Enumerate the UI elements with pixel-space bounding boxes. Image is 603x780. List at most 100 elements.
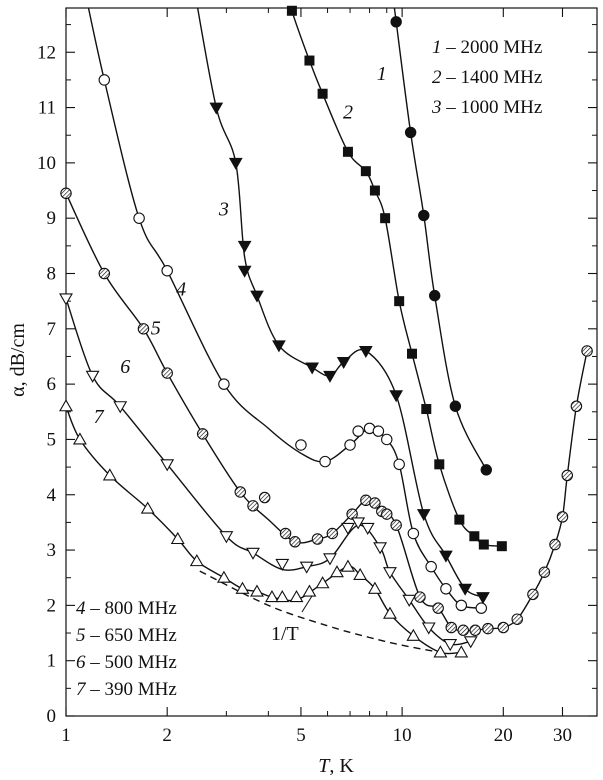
data-point-s5-32 — [581, 345, 593, 357]
data-point-s7-18 — [383, 606, 397, 619]
x-tick-label-30: 30 — [553, 725, 572, 746]
y-tick-label-7: 7 — [47, 319, 57, 340]
series-markers — [59, 5, 593, 658]
data-point-s6-9 — [341, 522, 355, 536]
y-tick-label-1: 1 — [47, 651, 57, 672]
data-point-s6-2 — [113, 401, 128, 414]
legend-4-text: – 800 MHz — [86, 598, 177, 619]
data-point-s7-10 — [275, 589, 290, 603]
data-point-s6-16 — [443, 639, 458, 652]
legend-5: 5 – 650 MHz — [76, 625, 177, 646]
data-point-s4-12 — [407, 527, 420, 540]
reference-curve — [199, 570, 441, 654]
y-tick-label-3: 3 — [47, 540, 57, 561]
data-point-s3-8 — [336, 357, 351, 370]
legend-6: 6 – 500 MHz — [76, 652, 177, 673]
legend-1: 1 – 2000 MHz — [432, 37, 542, 58]
data-point-s2-11 — [454, 514, 465, 525]
data-point-s4-0 — [98, 74, 111, 86]
data-point-s7-7 — [235, 581, 250, 594]
data-point-s5-19 — [432, 602, 444, 614]
y-tick-label-2: 2 — [47, 595, 57, 616]
reference-curve-1-over-t — [199, 570, 441, 654]
data-point-s5-2 — [137, 323, 150, 335]
data-point-s7-2 — [102, 468, 117, 481]
series-line-2 — [290, 8, 502, 547]
data-point-s2-0 — [286, 5, 297, 16]
x-axis-title-unit: , K — [329, 755, 354, 777]
data-point-s3-14 — [476, 592, 490, 605]
data-point-s4-7 — [352, 425, 364, 437]
data-point-s2-10 — [434, 459, 445, 470]
data-point-s4-10 — [380, 433, 393, 446]
legend-6-num: 6 — [76, 652, 86, 673]
data-point-s7-8 — [250, 584, 264, 597]
data-point-s3-9 — [358, 345, 373, 358]
data-point-s5-4 — [196, 428, 209, 440]
data-point-s7-13 — [315, 576, 330, 589]
series-line-5 — [66, 192, 588, 632]
data-point-s4-14 — [440, 583, 452, 595]
data-point-s5-28 — [549, 538, 561, 551]
data-point-s1-0 — [390, 16, 402, 28]
legend-5-text: – 650 MHz — [86, 625, 177, 646]
data-point-s2-5 — [369, 185, 380, 196]
curve-label-7: 7 — [94, 406, 105, 428]
data-point-s3-5 — [272, 340, 286, 353]
data-point-s3-10 — [389, 390, 404, 403]
data-point-s1-1 — [404, 126, 417, 139]
data-point-s5-23 — [482, 622, 494, 635]
data-point-s6-15 — [421, 622, 436, 635]
y-tick-label-5: 5 — [47, 429, 57, 450]
data-point-s4-3 — [218, 378, 230, 390]
data-point-s1-4 — [449, 400, 462, 412]
x-tick-label-1: 1 — [61, 725, 71, 746]
data-point-s4-15 — [455, 599, 468, 612]
legend-1-num: 1 — [432, 37, 442, 58]
legend-3: 3 – 1000 MHz — [431, 97, 542, 118]
data-point-s3-4 — [250, 290, 264, 303]
data-point-s5-21 — [457, 624, 469, 637]
data-point-s3-6 — [305, 362, 320, 375]
data-point-s2-1 — [304, 55, 315, 66]
legend-7: 7 – 390 MHz — [76, 679, 177, 700]
curve-label-2: 2 — [343, 102, 353, 124]
data-point-s6-11 — [360, 522, 375, 536]
data-point-s3-13 — [458, 583, 473, 596]
data-point-s6-1 — [85, 370, 100, 383]
y-tick-label-10: 10 — [37, 153, 56, 174]
data-point-s5-25 — [511, 613, 523, 625]
data-point-s7-15 — [341, 559, 355, 572]
legend-4: 4 – 800 MHz — [76, 598, 177, 619]
data-point-s1-3 — [428, 289, 441, 302]
x-tick-label-10: 10 — [393, 725, 412, 746]
y-tick-label-9: 9 — [47, 208, 57, 229]
data-point-s5-26 — [527, 588, 539, 601]
y-tick-label-0: 0 — [47, 706, 57, 727]
data-point-s5-29 — [556, 511, 569, 523]
data-point-s4-6 — [344, 439, 356, 451]
data-point-s5-5 — [234, 486, 247, 498]
plot-frame — [65, 7, 598, 717]
legend-1-text: – 2000 MHz — [442, 37, 543, 58]
data-point-s6-3 — [160, 459, 175, 472]
annotation-leader — [301, 595, 313, 613]
data-point-s2-6 — [380, 213, 391, 224]
y-tick-label-11: 11 — [38, 98, 56, 119]
data-point-s7-4 — [170, 531, 185, 545]
x-axis-title: T, K — [318, 755, 354, 777]
legend-7-text: – 390 MHz — [86, 679, 177, 700]
data-point-s7-0 — [59, 399, 73, 412]
data-point-s1-5 — [480, 464, 492, 476]
legend-2-num: 2 — [432, 67, 442, 88]
curve-labels: 1 2 3 456 7 — [94, 63, 387, 428]
data-point-s4-13 — [425, 560, 437, 573]
data-point-s5-6 — [247, 500, 259, 512]
data-point-s7-1 — [72, 432, 87, 445]
data-point-s7-20 — [433, 645, 448, 658]
legend-4-num: 4 — [76, 598, 86, 619]
data-point-s2-7 — [394, 296, 405, 307]
y-tick-label-12: 12 — [37, 42, 56, 63]
